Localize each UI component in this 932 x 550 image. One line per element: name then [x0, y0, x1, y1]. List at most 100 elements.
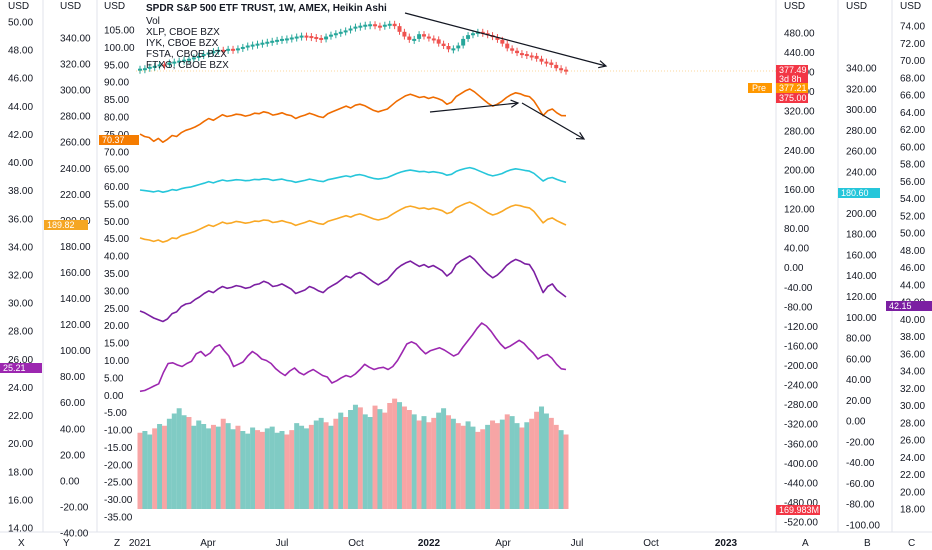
volume-bar — [176, 408, 182, 509]
candle-body — [422, 34, 426, 37]
axis-z-tick: -5.00 — [104, 408, 127, 419]
price-badge-label: 375.00 — [779, 93, 807, 103]
volume-bar — [215, 426, 221, 509]
candle-body — [191, 57, 196, 60]
price-badge-label: 377.21 — [779, 83, 807, 93]
volume-bar — [362, 414, 368, 509]
volume-bar — [357, 407, 363, 509]
bottom-axis-id-y: Y — [63, 538, 70, 549]
volume-bar — [480, 429, 486, 509]
volume-bar — [220, 418, 226, 509]
axis-a-tick: 200.00 — [784, 165, 815, 176]
volume-bar — [367, 417, 373, 509]
axis-z-tick: 100.00 — [104, 43, 135, 54]
candle-body — [235, 48, 240, 51]
candle-body — [226, 48, 231, 51]
axis-x-tick: 28.00 — [8, 327, 33, 338]
axis-y-tick: 80.00 — [60, 372, 85, 383]
axis-y-tick: 300.00 — [60, 86, 91, 97]
series-line-ftxg-2 — [139, 322, 567, 393]
legend-item-ftxg: FTXG, CBOE BZX — [146, 60, 229, 71]
axis-c-tick: 32.00 — [900, 384, 925, 395]
candle-body — [211, 51, 216, 54]
axis-b-tick: 340.00 — [846, 64, 877, 75]
arrow-down-right-mid-head — [575, 131, 586, 140]
volume-bar — [519, 427, 525, 509]
candle-body — [436, 39, 441, 44]
axis-y-tick: 180.00 — [60, 242, 91, 253]
volume-bar — [318, 417, 324, 509]
candle-body — [495, 37, 500, 40]
series-line-iyk — [139, 166, 567, 193]
axis-b-tick: -20.00 — [846, 437, 875, 448]
volume-bar — [436, 412, 442, 509]
axis-c-tick: 44.00 — [900, 280, 925, 291]
axis-a-tick: 0.00 — [784, 263, 804, 274]
volume-bar — [279, 431, 285, 509]
axis-unit-y: USD — [60, 1, 81, 12]
axis-x-tick: 26.00 — [8, 355, 33, 366]
axis-z-tick: 65.00 — [104, 165, 129, 176]
price-badge-label: 70.37 — [102, 135, 125, 145]
axis-c-tick: 26.00 — [900, 436, 925, 447]
candle-body — [466, 35, 471, 39]
x-tick-label: 2023 — [715, 538, 738, 549]
volume-bar — [348, 410, 354, 509]
candle-body — [412, 38, 417, 41]
axis-b-tick: 160.00 — [846, 250, 877, 261]
candle-body — [382, 24, 387, 27]
price-badge — [0, 363, 42, 373]
price-badge — [99, 135, 139, 145]
volume-bar — [264, 428, 270, 509]
volume-bar — [230, 429, 236, 509]
x-tick-label: Apr — [495, 538, 511, 549]
axis-z-tick: 15.00 — [104, 339, 129, 350]
candle-body — [250, 44, 255, 47]
price-badge-label: 377.49 — [779, 65, 807, 75]
price-badge — [776, 65, 808, 75]
price-badge-label: 25.21 — [3, 363, 26, 373]
volume-bar — [225, 423, 231, 509]
axis-a-tick: -240.00 — [784, 381, 818, 392]
axis-z-tick: 90.00 — [104, 78, 129, 89]
price-badge-label: 42.15 — [889, 301, 912, 311]
axis-y-tick: 240.00 — [60, 164, 91, 175]
axis-c-tick: 50.00 — [900, 229, 925, 240]
axis-z-tick: -15.00 — [104, 443, 133, 454]
volume-bar — [274, 432, 280, 509]
candle-body — [157, 64, 162, 67]
axis-z-tick: -20.00 — [104, 460, 133, 471]
axis-c-tick: 48.00 — [900, 246, 925, 257]
volume-bar — [196, 420, 202, 509]
axis-c-tick: 36.00 — [900, 349, 925, 360]
volume-bar — [343, 417, 349, 509]
axis-b-tick: 40.00 — [846, 375, 871, 386]
axis-b-tick: -40.00 — [846, 458, 875, 469]
axis-x-tick: 14.00 — [8, 524, 33, 535]
volume-bar — [299, 425, 305, 509]
candle-body — [240, 46, 245, 49]
arrow-down-right-top — [404, 12, 607, 67]
candle-body — [314, 37, 319, 40]
volume-bar — [421, 416, 427, 509]
candle-body — [510, 48, 515, 51]
x-tick-label: Apr — [200, 538, 216, 549]
axis-x-tick: 36.00 — [8, 214, 33, 225]
axis-z-tick: -10.00 — [104, 426, 133, 437]
candle-body — [294, 36, 299, 39]
volume-bar — [397, 402, 403, 509]
volume-bar — [455, 423, 461, 509]
candle-body — [348, 28, 353, 31]
axis-z-tick: 10.00 — [104, 356, 129, 367]
volume-bar — [543, 413, 549, 509]
axis-c-tick: 28.00 — [900, 418, 925, 429]
volume-bar — [157, 424, 163, 509]
bottom-axis-id-z: Z — [114, 538, 120, 549]
volume-bar — [245, 433, 251, 509]
axis-a-tick: -400.00 — [784, 459, 818, 470]
axis-a-tick: 280.00 — [784, 126, 815, 137]
axis-b-tick: 80.00 — [846, 334, 871, 345]
volume-bar — [166, 418, 172, 509]
